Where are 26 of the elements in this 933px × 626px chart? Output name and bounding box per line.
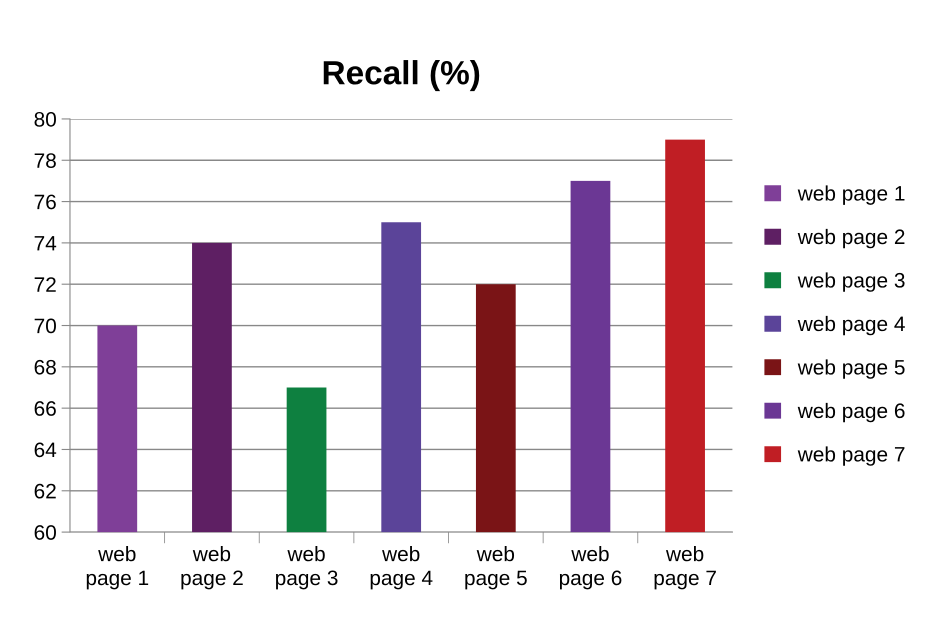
legend-label: web page 7 (798, 446, 904, 466)
x-tick-label: web page 1 (86, 546, 148, 590)
x-tick-label: web page 6 (560, 546, 622, 590)
legend-label: web page 2 (798, 228, 904, 248)
y-tick-label: 70 (34, 318, 56, 334)
chart-title: Recall (%) (324, 60, 480, 92)
legend-label: web page 4 (798, 316, 905, 336)
y-tick-label: 80 (34, 112, 56, 127)
y-tick-label: 74 (34, 236, 56, 250)
y-tick-label: 78 (34, 153, 56, 168)
x-tick-label: web page 5 (465, 546, 527, 590)
legend-label: web page 3 (798, 272, 905, 292)
y-tick-label: 66 (34, 401, 56, 416)
legend-label: web page 6 (798, 402, 905, 422)
x-tick-label: web page 3 (276, 546, 338, 590)
legend-label: web page 5 (798, 359, 905, 379)
y-tick-label: 68 (34, 360, 56, 375)
y-tick-label: 64 (34, 442, 56, 458)
x-tick-label: web page 2 (181, 546, 243, 590)
y-tick-label: 76 (34, 194, 56, 210)
y-tick-label: 62 (34, 484, 56, 499)
y-tick-label: 72 (34, 277, 56, 292)
y-tick-label: 60 (34, 525, 56, 540)
legend-label: web page 1 (798, 185, 904, 205)
x-tick-label: web page 4 (370, 546, 432, 590)
x-tick-label: web page 7 (654, 546, 716, 590)
